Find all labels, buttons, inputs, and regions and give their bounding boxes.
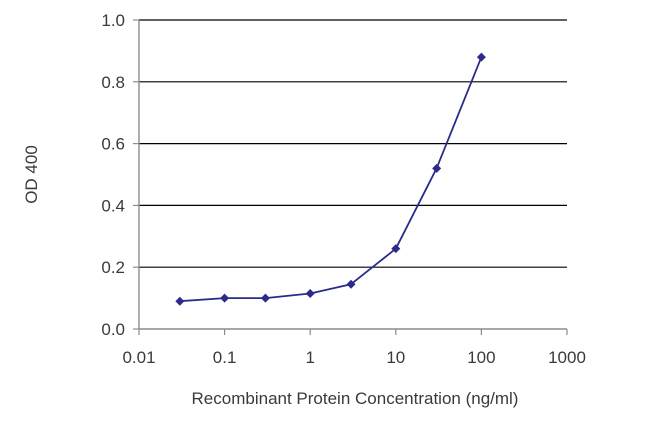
x-tick-label: 0.1: [213, 348, 237, 367]
y-tick-label: 1.0: [101, 11, 125, 30]
data-point: [476, 52, 486, 62]
series-line: [179, 56, 483, 303]
data-point: [260, 293, 270, 303]
data-point: [432, 163, 442, 173]
data-point: [220, 293, 230, 303]
x-tick-label: 0.01: [122, 348, 155, 367]
data-point: [346, 279, 356, 289]
axes: [133, 19, 568, 335]
y-tick-label: 0.0: [101, 320, 125, 339]
data-series: [175, 52, 486, 306]
x-tick-label: 1: [305, 348, 314, 367]
y-tick-label: 0.8: [101, 73, 125, 92]
data-point: [391, 244, 401, 254]
x-tick-label: 1000: [548, 348, 586, 367]
tick-labels: 0.0 0.2 0.4 0.6 0.8 1.0 0.01 0.1 1 10 100 1000: [101, 11, 586, 367]
y-tick-label: 0.2: [101, 258, 125, 277]
x-axis-label: Recombinant Protein Concentration (ng/ml…: [192, 389, 519, 408]
x-tick-label: 100: [467, 348, 495, 367]
y-tick-label: 0.4: [101, 196, 125, 215]
grid-lines: [139, 19, 567, 268]
y-axis-label: OD 400: [22, 145, 41, 204]
y-tick-label: 0.6: [101, 135, 125, 154]
data-point: [305, 288, 315, 298]
data-point: [175, 296, 185, 306]
x-tick-label: 10: [386, 348, 405, 367]
